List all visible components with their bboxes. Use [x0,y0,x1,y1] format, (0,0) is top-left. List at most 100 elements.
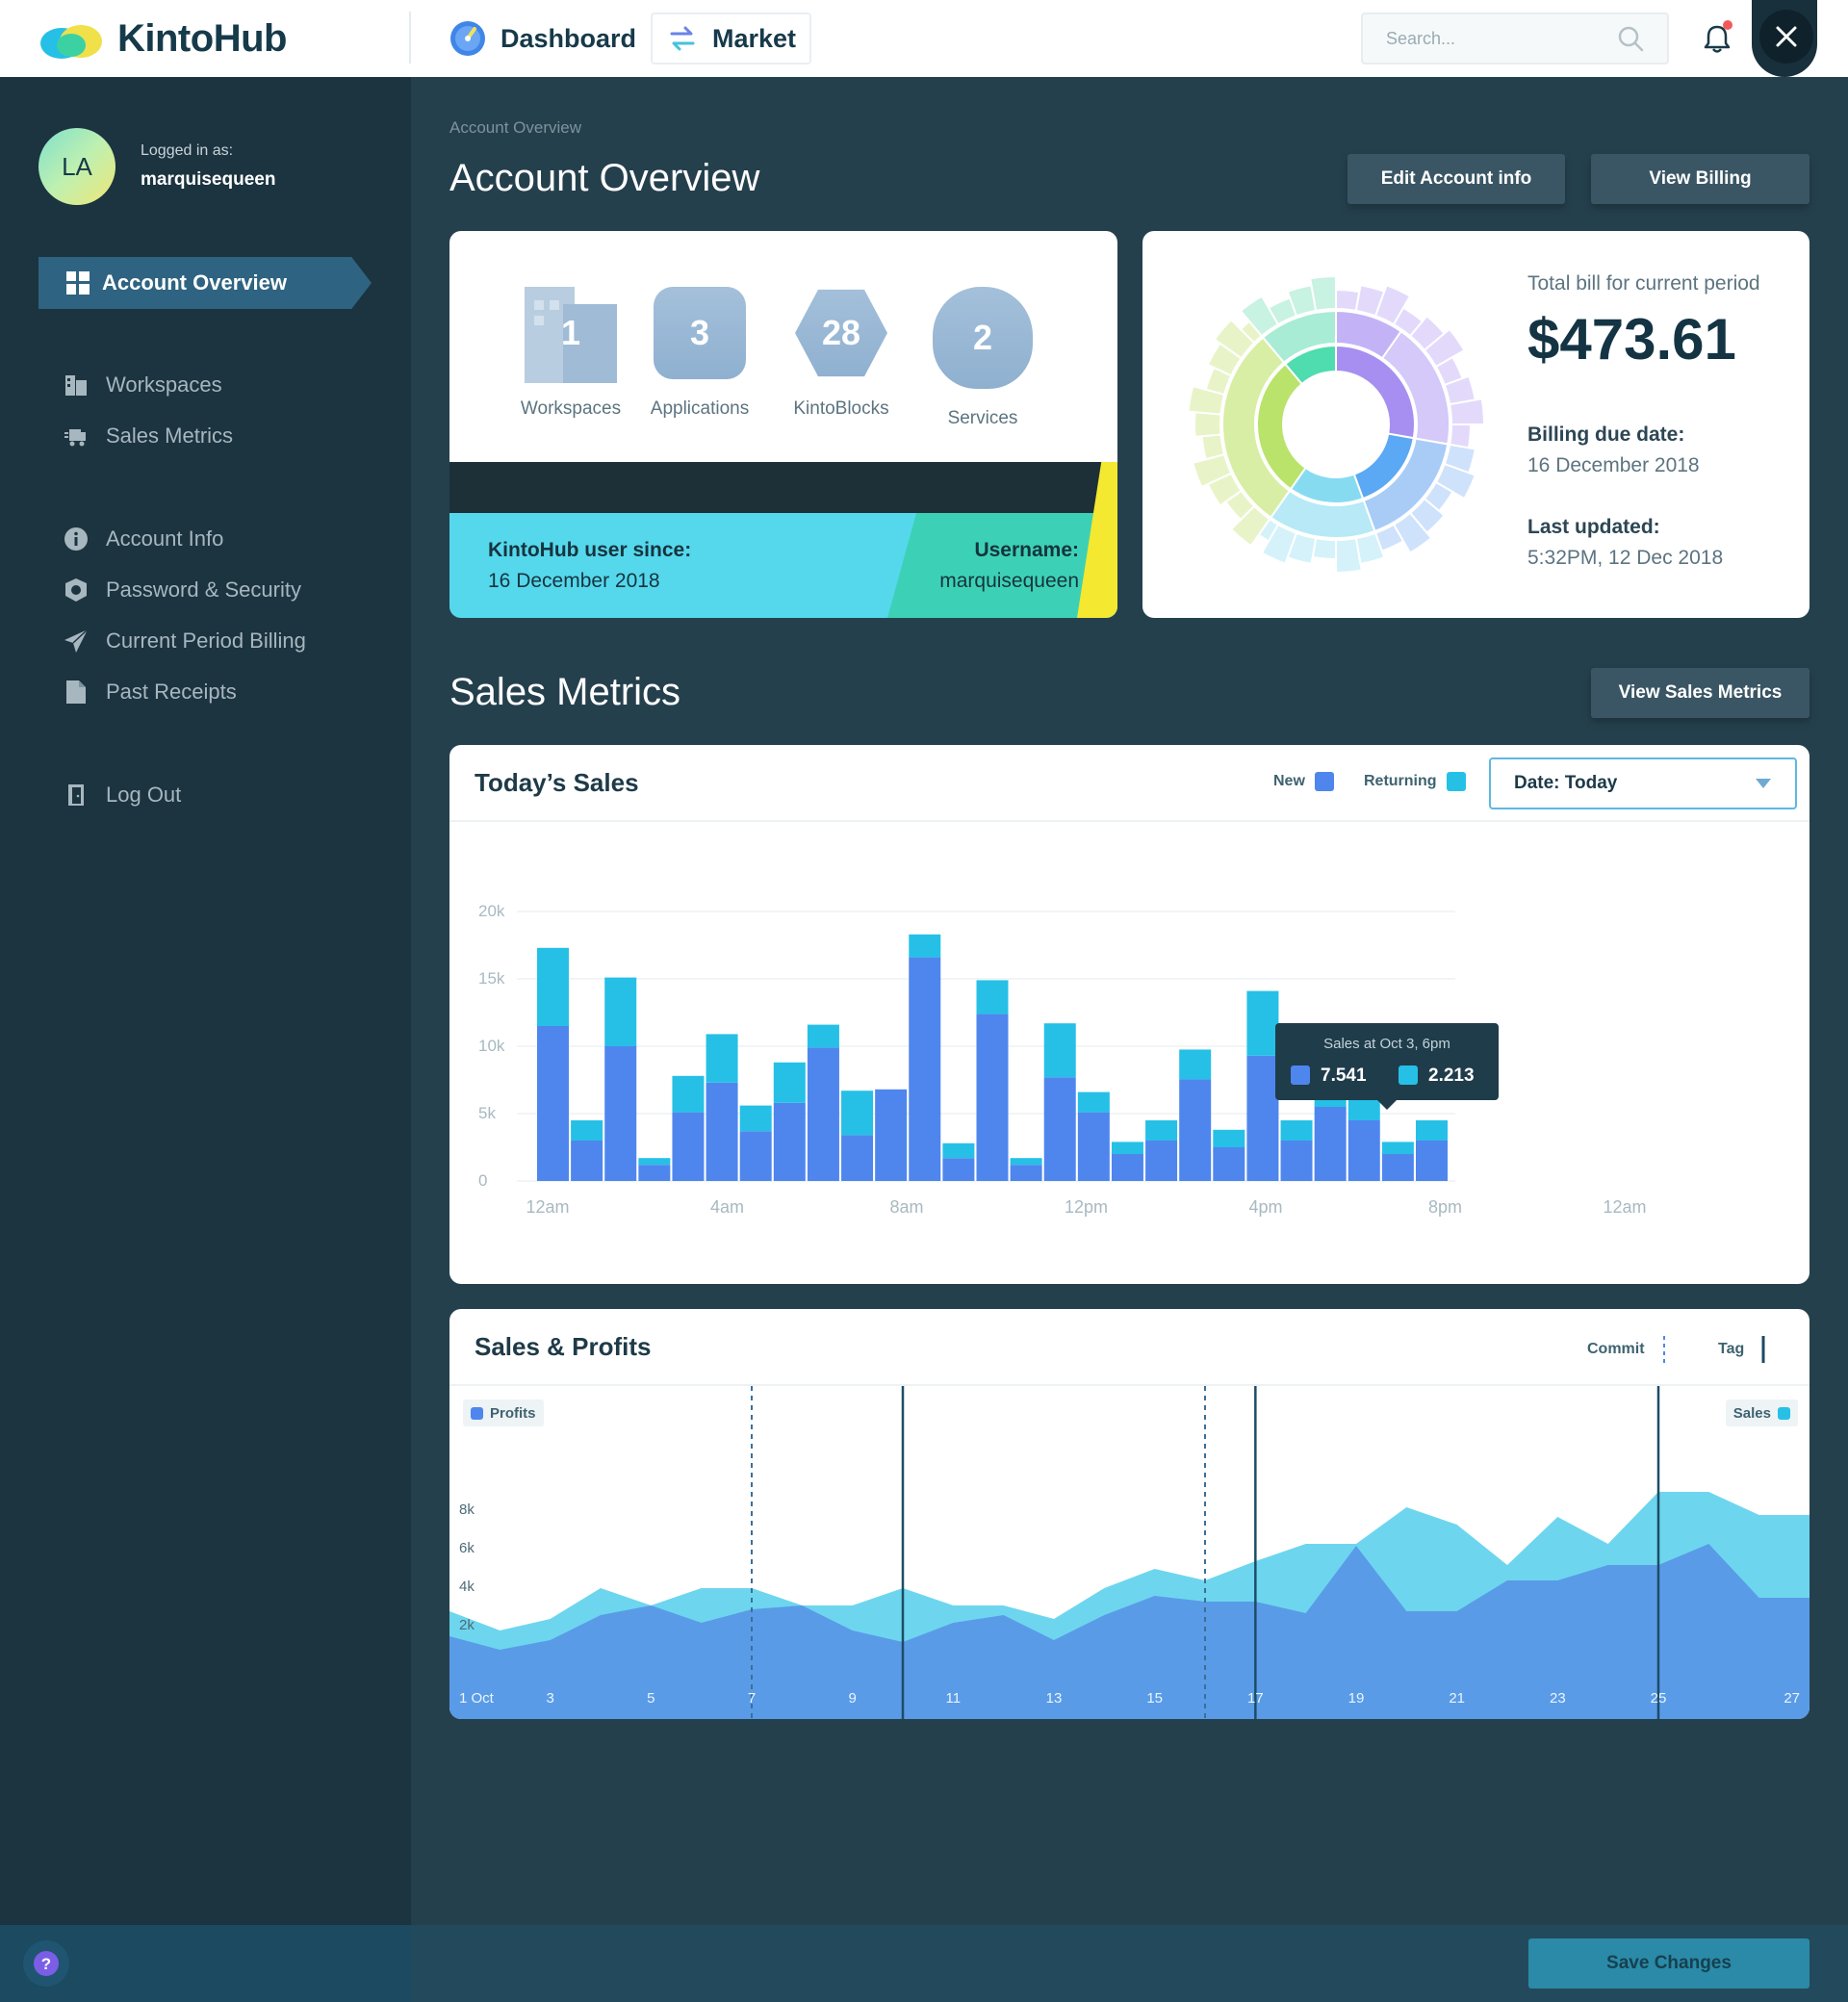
building-icon [65,375,87,396]
bell-icon[interactable] [1698,19,1736,58]
legend-swatch [471,1406,483,1420]
sidebar-item-current-period-billing[interactable]: Current Period Billing [64,622,306,660]
logged-in-label: Logged in as: [141,142,234,159]
bar-returning [1010,1158,1042,1166]
stat-value: 2 [972,318,993,357]
sidebar-item-log-out[interactable]: Log Out [64,776,181,814]
legend-tag[interactable]: Tag [1718,1336,1773,1363]
kintohub-logo-icon [40,24,102,59]
view-sales-metrics-button[interactable]: View Sales Metrics [1591,668,1810,718]
close-button[interactable] [1759,10,1813,64]
bar-returning [1043,1023,1076,1078]
door-icon [68,784,84,806]
logged-in-username: marquisequeen [141,169,276,190]
stat-value: 1 [560,313,581,352]
bar-new [1246,1055,1279,1181]
tab-market[interactable]: Market [651,13,812,64]
top-bar: KintoHub Dashboard Market Search... [0,0,1848,77]
stat-applications[interactable]: 3 Applications [642,287,757,420]
truck-icon [64,429,86,447]
search-input[interactable]: Search... [1361,13,1669,64]
stat-label: Applications [650,398,750,419]
edit-account-info-button[interactable]: Edit Account info [1348,154,1565,204]
svg-text:?: ? [41,1955,51,1973]
x-tick-label: 13 [1046,1690,1063,1707]
stat-kintoblocks[interactable]: 28 KintoBlocks [783,287,899,420]
x-tick-label: 27 [1784,1690,1800,1707]
solid-line-icon [1761,1336,1765,1363]
hexagon-icon: 28 [795,289,887,377]
sidebar-item-past-receipts[interactable]: Past Receipts [64,673,237,711]
x-tick-label: 12pm [1065,1197,1108,1217]
bar-new [706,1082,738,1181]
username-value: marquisequeen [939,570,1079,592]
chart-tooltip: Sales at Oct 3, 6pm 7.541 2.213 [1275,1023,1499,1110]
legend-commit[interactable]: Commit [1587,1336,1674,1363]
bar-new [807,1047,839,1181]
bar-returning [773,1062,806,1103]
bar-returning [1213,1129,1245,1147]
legend-swatch [1778,1406,1790,1420]
bar-returning [807,1024,839,1048]
avatar[interactable]: LA [38,128,116,205]
avatar-initials: LA [62,151,92,181]
bar-returning [638,1158,671,1166]
view-billing-button[interactable]: View Billing [1591,154,1810,204]
sidebar-item-account-overview[interactable]: Account Overview [38,257,372,309]
sales-metrics-title: Sales Metrics [449,671,681,713]
paper-plane-icon [64,629,89,653]
legend-new[interactable]: New [1273,772,1334,791]
sidebar-item-workspaces[interactable]: Workspaces [64,366,222,404]
bar-returning [537,947,569,1026]
user-since-value: 16 December 2018 [488,570,660,592]
tab-dashboard[interactable]: Dashboard [435,13,650,64]
bar-new [1077,1112,1110,1181]
grid-icon [66,271,90,295]
sidebar-item-account-info[interactable]: Account Info [64,520,223,558]
save-changes-button[interactable]: Save Changes [1528,1938,1810,1989]
stat-workspaces[interactable]: 1 Workspaces [513,287,629,420]
bar-returning [571,1120,603,1141]
x-tick-label: 25 [1651,1690,1667,1707]
stat-label: Workspaces [520,398,622,419]
legend-swatch [1314,772,1334,791]
x-tick-label: 12am [1603,1197,1646,1217]
sales-series-label: Sales [1725,1399,1798,1426]
tooltip-new-value: 7.541 [1321,1065,1367,1086]
breadcrumb[interactable]: Account Overview [449,118,581,137]
app-name: KintoHub [117,17,287,60]
sunburst-outer-segment [1200,433,1226,461]
bar-returning [604,977,637,1046]
todays-sales-bar-chart: 0 5k 10k 15k 20k 12am 4am 8am 12pm 4pm 8pm 12am [478,902,1647,1217]
last-updated-label: Last updated: [1527,516,1660,538]
x-tick-label: 1 Oct [459,1690,495,1707]
x-tick-label: 21 [1449,1690,1465,1707]
total-bill-amount: $473.61 [1527,307,1736,372]
bar-returning [1179,1049,1212,1080]
date-select-value: Date: Today [1514,773,1618,793]
help-button[interactable]: ? [23,1940,69,1987]
date-select[interactable]: Date: Today [1489,757,1797,809]
stat-services[interactable]: 2 Services [925,287,1040,429]
sales-label-text: Sales [1732,1404,1771,1422]
todays-sales-title: Today’s Sales [475,768,639,797]
stat-value: 3 [689,313,710,352]
sidebar-item-label: Past Receipts [106,680,237,704]
legend-returning[interactable]: Returning [1364,772,1466,791]
sales-profits-title: Sales & Profits [475,1332,652,1361]
search-icon[interactable] [1617,25,1644,52]
billing-sunburst-chart [1187,274,1486,575]
legend-label: Tag [1718,1341,1745,1357]
sidebar-item-sales-metrics[interactable]: Sales Metrics [64,417,233,455]
tab-market-label: Market [712,23,797,53]
bar-returning [1246,990,1279,1056]
app-logo[interactable]: KintoHub [38,17,287,61]
sales-profits-area-chart: 2k 4k 6k 8k 1 Oct 3 5 7 9 11 13 15 17 19 21 23 25 27 [449,1386,1810,1719]
x-tick-label: 9 [848,1690,856,1707]
bar-new [571,1141,603,1181]
bar-returning [739,1105,772,1132]
sidebar-item-password-security[interactable]: Password & Security [64,571,301,609]
bar-new [1348,1120,1380,1181]
sidebar-item-label: Log Out [106,783,182,807]
bar-returning [706,1034,738,1083]
